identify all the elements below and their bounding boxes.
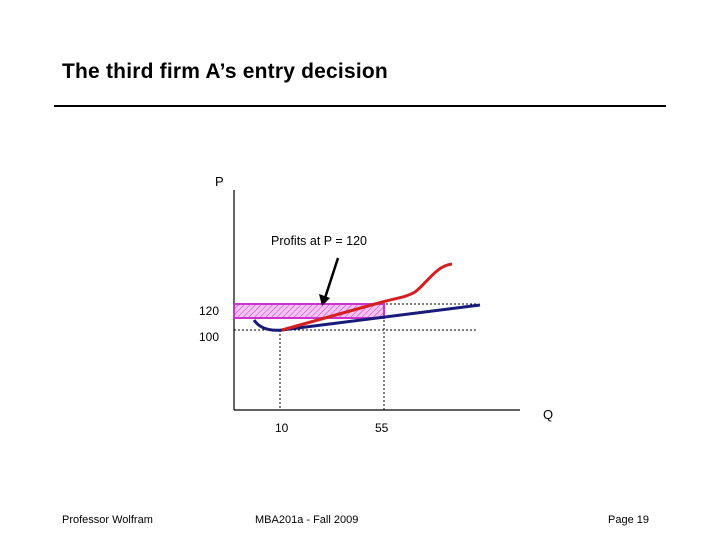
annotation-arrow — [323, 257, 340, 299]
title-divider — [54, 105, 666, 107]
marginal-cost-curve — [281, 262, 453, 332]
profit-rectangle — [233, 303, 385, 319]
footer-page-number: Page 19 — [608, 514, 649, 526]
y-tick-100: 100 — [199, 330, 219, 344]
slide-title: The third firm A’s entry decision — [62, 60, 388, 83]
annotation-arrowhead — [319, 294, 330, 306]
y-axis-label: P — [215, 174, 224, 189]
x-tick-55: 55 — [375, 421, 389, 435]
footer-author: Professor Wolfram — [62, 514, 153, 526]
profit-annotation: Profits at P = 120 — [271, 234, 367, 248]
y-tick-120: 120 — [199, 304, 219, 318]
x-tick-10: 10 — [275, 421, 289, 435]
x-axis-label: Q — [543, 407, 553, 422]
average-cost-curve — [252, 303, 481, 332]
footer-course: MBA201a - Fall 2009 — [255, 514, 359, 526]
